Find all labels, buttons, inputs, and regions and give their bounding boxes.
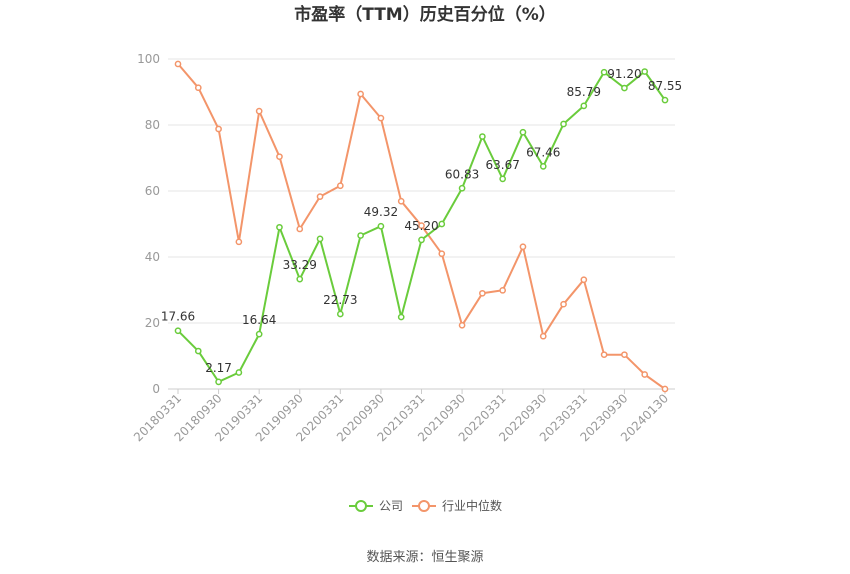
data-point [235,369,243,376]
data-label: 16.64 [242,313,276,327]
chart-title: 市盈率（TTM）历史百分位（%） [294,4,556,25]
data-point [377,114,385,122]
data-point [276,153,283,161]
data-point [519,128,527,136]
data-point [661,385,669,393]
data-point [641,371,649,378]
y-tick-label: 100 [137,52,160,66]
data-point [621,84,628,92]
data-point [255,107,263,115]
data-label: 45.20 [404,219,438,233]
data-point [235,238,243,246]
y-tick-label: 80 [145,118,160,132]
legend-item-0: 公司 [349,499,403,513]
source-note: 数据来源：恒生聚源 [366,550,483,565]
data-point [357,90,364,98]
data-point [357,232,364,239]
data-point [539,332,547,340]
axes: 0204060801002018033120180930201903312019… [131,52,675,444]
data-point [316,235,324,243]
data-point [499,175,507,183]
legend-label: 公司 [379,499,403,513]
data-label: 49.32 [364,205,398,219]
data-point [418,236,425,244]
series-0 [174,68,669,386]
data-point [641,68,649,75]
legend: 公司 行业中位数 [349,498,502,513]
data-point [255,330,263,338]
data-label: 22.73 [323,293,357,307]
grid-lines [168,58,675,324]
data-point [377,222,385,230]
data-point [438,220,446,228]
data-label: 85.79 [567,85,601,99]
data-point [560,300,567,308]
data-point [621,351,628,359]
data-point [174,327,182,335]
data-point [397,313,405,321]
y-tick-label: 0 [152,382,160,396]
data-point [539,163,547,170]
data-point [600,351,608,359]
data-point [336,182,344,190]
data-point [397,197,405,205]
data-point [458,184,466,192]
data-point [438,250,446,258]
series-1 [174,60,669,393]
data-labels: 17.66 2.17 16.64 33.29 22.73 49.32 45.20 60.83 6… [161,67,682,375]
data-label: 33.29 [283,258,317,272]
data-label: 87.55 [648,79,682,93]
data-label: 2.17 [205,361,232,375]
data-point [580,102,588,110]
y-tick-label: 20 [145,316,160,330]
data-point [418,222,425,229]
data-point [194,84,202,92]
data-point [479,133,486,140]
data-point [215,378,222,386]
data-point [336,310,344,318]
series-layer [174,60,669,393]
legend-item-1: 行业中位数 [412,498,502,513]
data-point [499,286,507,294]
y-tick-label: 60 [145,184,160,198]
legend-marker [355,500,367,512]
data-label: 91.20 [607,67,641,81]
data-point [479,289,486,297]
data-point [316,193,324,200]
source-name: 恒生聚源 [432,550,484,565]
data-point [215,125,222,133]
data-point [296,225,304,233]
data-point [600,68,608,76]
legend-marker [418,500,430,512]
data-point [519,243,527,251]
y-tick-label: 40 [145,250,160,264]
data-point [174,60,182,68]
source-label: 数据来源： [366,550,431,565]
legend-label: 行业中位数 [442,498,502,513]
data-point [296,275,304,283]
data-point [276,223,283,231]
data-label: 17.66 [161,310,195,324]
data-point [458,321,466,329]
data-point [580,276,588,284]
data-point [560,120,567,128]
data-point [194,347,202,355]
data-point [661,96,669,104]
data-label: 60.83 [445,167,479,181]
data-label: 63.67 [485,158,519,172]
data-label: 67.46 [526,145,560,159]
